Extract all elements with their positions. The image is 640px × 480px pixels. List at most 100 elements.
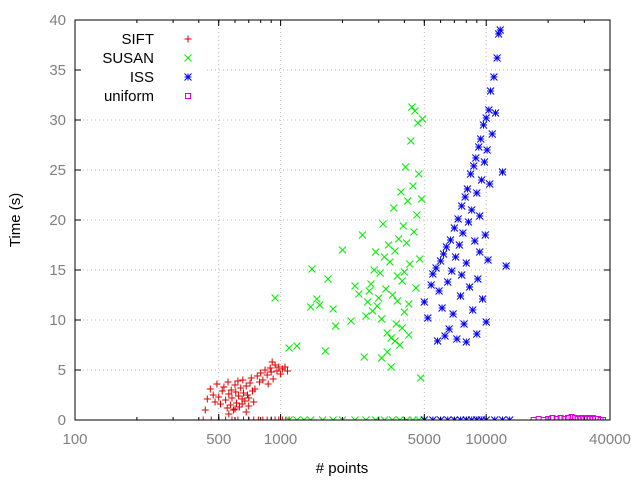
point-sift (216, 400, 224, 408)
point-susan (363, 298, 372, 306)
point-sift (281, 363, 289, 371)
series-uniform (530, 414, 607, 420)
point-iss (446, 236, 455, 244)
point-uniform (557, 415, 564, 420)
y-tick-label: 25 (49, 162, 66, 179)
point-sift (238, 400, 246, 408)
point-uniform (540, 417, 547, 420)
point-susan (402, 239, 411, 247)
point-susan (306, 416, 315, 420)
point-susan (395, 341, 404, 349)
point-susan (387, 363, 396, 371)
point-susan (306, 303, 315, 311)
x-axis-label: # points (316, 460, 369, 477)
point-iss (460, 320, 468, 328)
point-susan (391, 337, 399, 345)
point-sift (231, 381, 239, 389)
point-sift (275, 416, 283, 420)
point-iss (485, 180, 494, 188)
point-sift (225, 410, 233, 418)
point-iss (481, 231, 490, 239)
point-susan (377, 315, 386, 323)
point-iss (482, 318, 491, 326)
point-iss (475, 212, 484, 220)
legend-marker-sift (184, 35, 192, 43)
point-sift (209, 391, 217, 399)
point-sift (245, 402, 253, 410)
point-iss (464, 218, 473, 226)
point-sift (207, 416, 215, 420)
point-susan (384, 241, 393, 249)
point-sift (232, 399, 240, 407)
point-iss (502, 262, 510, 270)
x-tick-label: 1000 (264, 431, 297, 448)
point-sift (285, 416, 293, 420)
point-iss (463, 185, 472, 193)
y-tick-label: 20 (49, 212, 66, 229)
x-tick-label: 100 (62, 431, 87, 448)
point-susan (414, 170, 423, 178)
point-iss (445, 325, 453, 333)
data-series (199, 26, 607, 420)
point-sift (263, 416, 271, 420)
point-susan (331, 322, 340, 330)
legend-marker-susan (184, 54, 192, 62)
point-iss (453, 335, 461, 343)
point-iss (447, 267, 456, 275)
point-sift (267, 368, 275, 376)
point-iss (498, 168, 507, 176)
point-susan (376, 269, 385, 277)
point-susan (417, 195, 426, 203)
point-sift (222, 416, 230, 420)
point-uniform (575, 416, 582, 420)
legend-marker-uniform (185, 93, 191, 99)
point-susan (404, 300, 413, 308)
point-uniform (535, 416, 542, 420)
point-susan (400, 268, 409, 276)
point-iss (454, 215, 462, 223)
point-iss (441, 332, 449, 340)
point-iss (466, 170, 475, 178)
point-iss (456, 292, 465, 300)
point-susan (395, 416, 404, 420)
point-susan (381, 285, 390, 293)
point-sift (218, 387, 226, 395)
point-sift (254, 416, 262, 420)
point-sift (246, 379, 254, 387)
y-axis-label: Time (s) (7, 193, 24, 247)
point-iss (451, 253, 460, 261)
point-sift (268, 358, 276, 366)
point-iss (455, 241, 464, 249)
point-susan (362, 416, 370, 420)
point-sift (271, 361, 279, 369)
legend-label-susan: SUSAN (102, 50, 154, 67)
y-tick-label: 10 (49, 312, 66, 329)
point-susan (380, 416, 389, 420)
point-uniform (578, 415, 585, 420)
y-tick-label: 15 (49, 262, 66, 279)
point-iss (493, 54, 501, 62)
point-iss (491, 109, 500, 117)
point-sift (282, 416, 290, 420)
point-susan (285, 344, 293, 352)
point-sift (239, 376, 247, 384)
point-sift (266, 364, 274, 372)
point-sift (259, 376, 267, 384)
point-sift (231, 405, 239, 413)
point-iss (468, 306, 477, 314)
point-susan (321, 347, 330, 355)
point-susan (391, 247, 399, 255)
point-susan (329, 305, 337, 313)
point-susan (351, 282, 359, 290)
point-iss (486, 87, 495, 95)
point-susan (285, 416, 293, 420)
point-susan (398, 324, 406, 332)
point-iss (449, 310, 457, 318)
legend-marker-glyph (184, 73, 192, 81)
point-sift (213, 380, 221, 388)
point-susan (401, 163, 410, 171)
point-susan (362, 312, 370, 320)
point-iss (457, 271, 466, 279)
point-sift (257, 369, 265, 377)
point-susan (412, 284, 420, 292)
